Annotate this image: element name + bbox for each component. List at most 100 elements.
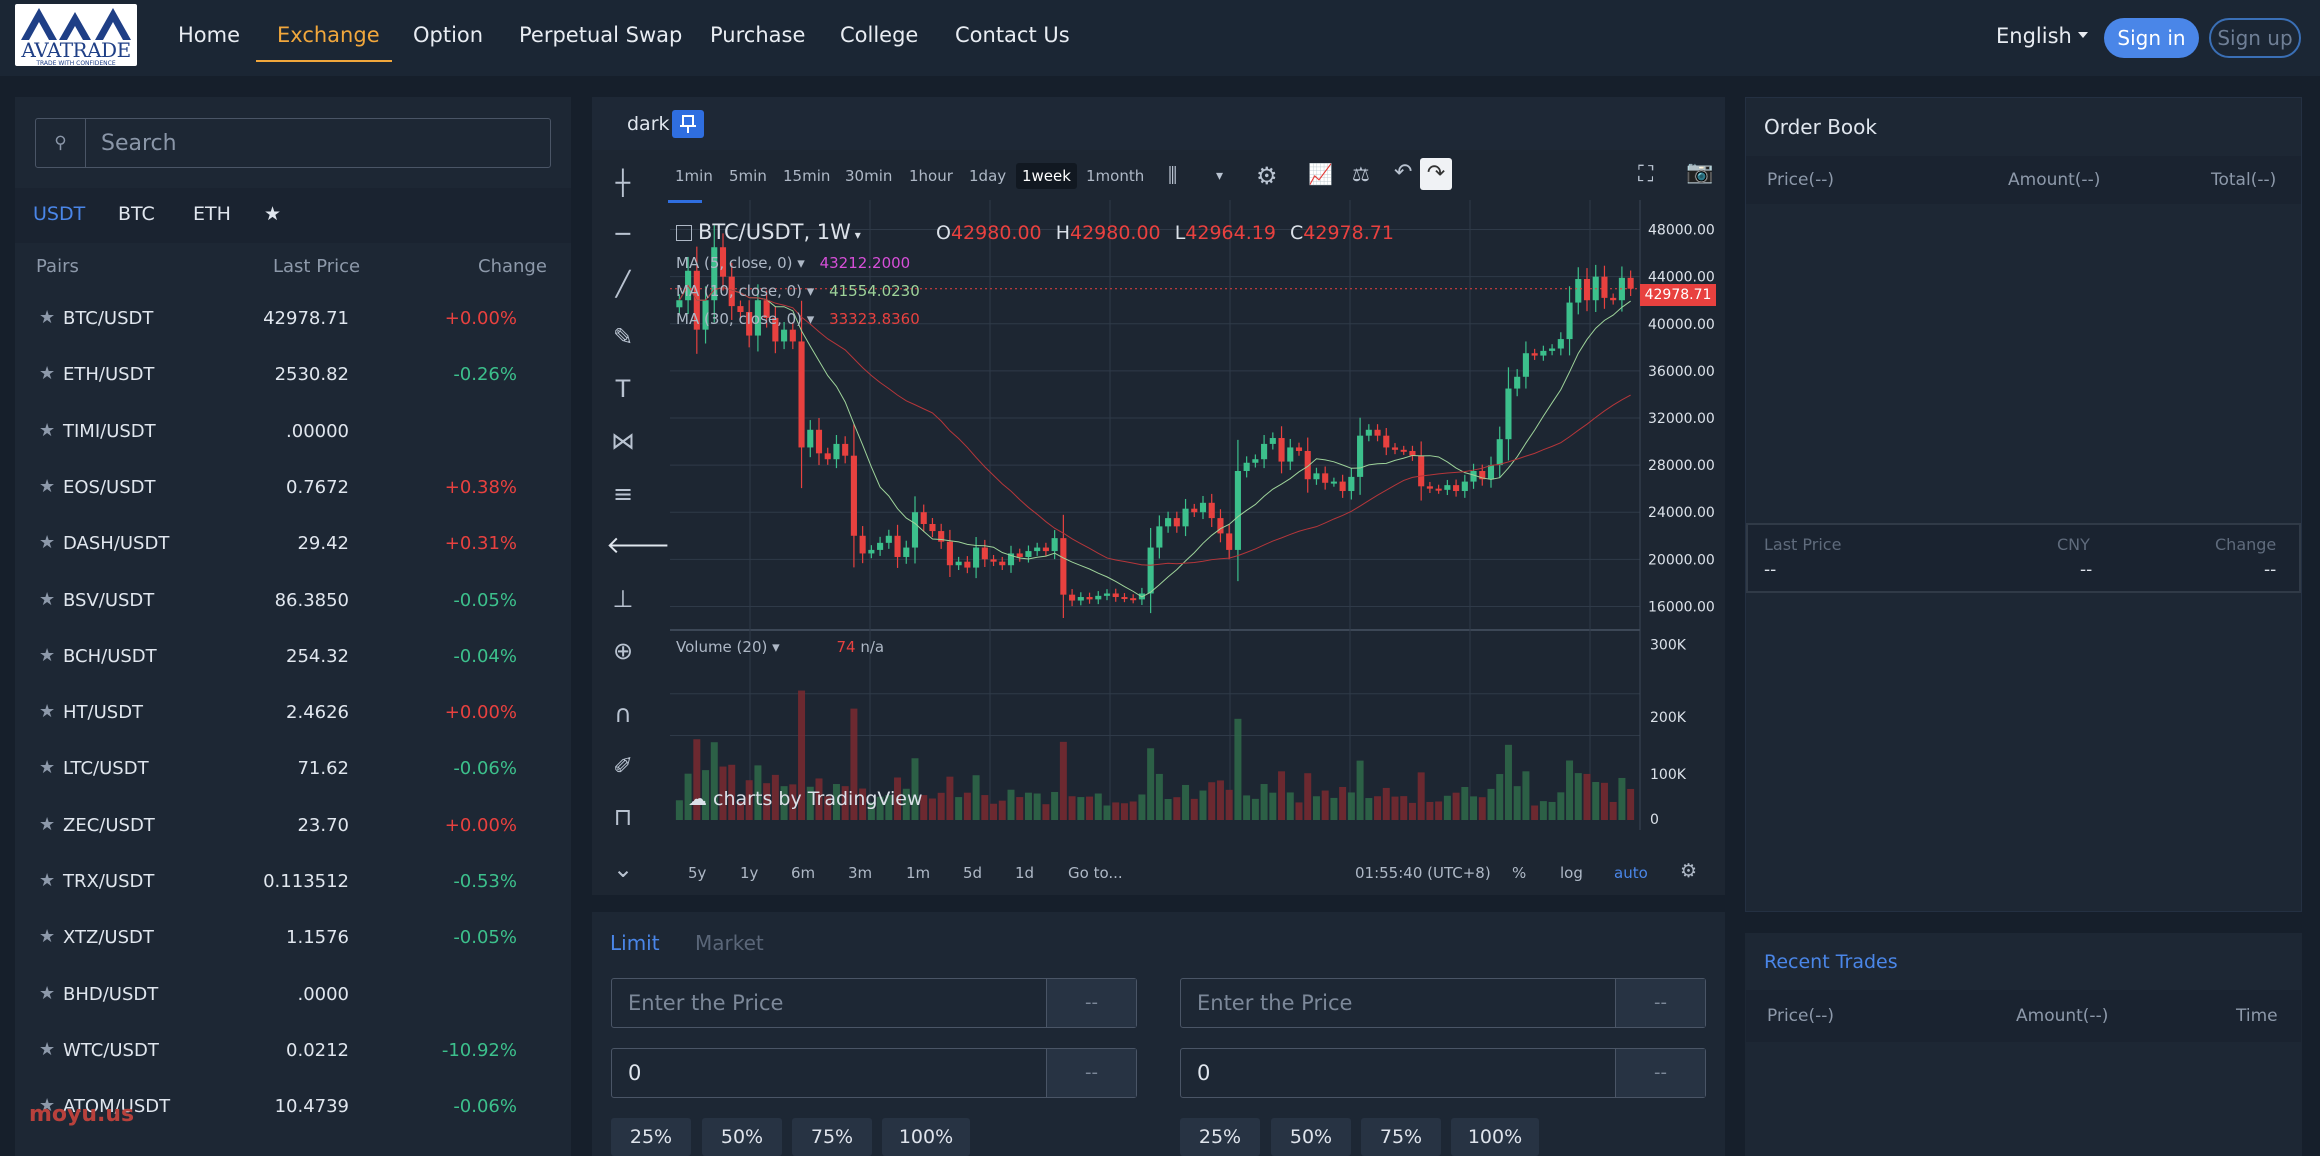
pair-row[interactable]: ★ BTC/USDT 42978.71 +0.00% — [15, 294, 555, 350]
sell-price-field[interactable]: Enter the Price -- — [1180, 978, 1706, 1028]
tf-1min[interactable]: 1min — [675, 167, 713, 185]
sell-pct-50[interactable]: 50% — [1271, 1118, 1351, 1156]
search-input[interactable] — [87, 119, 547, 167]
pair-row[interactable]: ★ BSV/USDT 86.3850 -0.05% — [15, 576, 555, 632]
star-icon[interactable]: ★ — [39, 588, 56, 610]
fullscreen-icon[interactable]: ⛶ — [1638, 162, 1654, 187]
buy-pct-25[interactable]: 25% — [611, 1118, 691, 1156]
tradingview-watermark[interactable]: ☁ charts by TradingView — [688, 788, 923, 810]
tf-30min[interactable]: 30min — [845, 167, 893, 185]
star-icon[interactable]: ★ — [39, 419, 56, 441]
star-icon[interactable]: ★ — [39, 926, 56, 948]
buy-pct-50[interactable]: 50% — [702, 1118, 782, 1156]
candle-type-icon[interactable]: ⫼ — [1168, 163, 1178, 187]
brush-icon[interactable]: ✎ — [612, 323, 634, 351]
range-5y[interactable]: 5y — [688, 864, 707, 882]
unlock-icon[interactable]: ⊓ — [613, 803, 633, 831]
price-chart[interactable]: 48000.00 44000.00 40000.00 36000.00 32000.00… — [660, 200, 1720, 840]
auto-scale-toggle[interactable]: auto — [1614, 864, 1648, 882]
pair-row[interactable]: ★ BCH/USDT 254.32 -0.04% — [15, 632, 555, 688]
buy-pct-75[interactable]: 75% — [792, 1118, 872, 1156]
log-scale-toggle[interactable]: log — [1560, 864, 1583, 882]
nav-college[interactable]: College — [840, 23, 919, 47]
range-3m[interactable]: 3m — [848, 864, 873, 882]
star-icon[interactable]: ★ — [39, 363, 56, 385]
ma30-legend[interactable]: MA (30, close, 0) ▾ 33323.8360 — [676, 310, 920, 328]
pair-row[interactable]: ★ LTC/USDT 71.62 -0.06% — [15, 744, 555, 800]
compare-icon[interactable]: ⚖ — [1352, 162, 1370, 186]
theme-toggle-button[interactable] — [672, 110, 704, 138]
crosshair-icon[interactable]: ┼ — [615, 169, 631, 197]
measure-icon[interactable]: ⊥ — [612, 585, 634, 613]
sign-up-button[interactable]: Sign up — [2209, 18, 2301, 58]
undo-icon[interactable]: ↶ — [1394, 160, 1413, 185]
nav-home[interactable]: Home — [178, 23, 241, 47]
range-1y[interactable]: 1y — [740, 864, 759, 882]
pair-row[interactable]: ★ HT/USDT 2.4626 +0.00% — [15, 688, 555, 744]
range-1m[interactable]: 1m — [906, 864, 931, 882]
sell-pct-75[interactable]: 75% — [1361, 1118, 1441, 1156]
pair-row[interactable]: ★ DASH/USDT 29.42 +0.31% — [15, 519, 555, 575]
buy-price-field[interactable]: Enter the Price -- — [611, 978, 1137, 1028]
star-icon[interactable]: ★ — [39, 701, 56, 723]
collapse-icon[interactable] — [676, 225, 692, 241]
text-tool-icon[interactable]: T — [615, 375, 631, 403]
pair-row[interactable]: ★ WTC/USDT 0.0212 -10.92% — [15, 1026, 555, 1082]
tf-15min[interactable]: 15min — [783, 167, 831, 185]
buy-amount-field[interactable]: 0 -- — [611, 1048, 1137, 1098]
indicators-icon[interactable]: 📈 — [1308, 162, 1333, 186]
pair-row[interactable]: ★ ATOM/USDT 10.4739 -0.06% — [15, 1082, 555, 1138]
back-arrow-icon[interactable]: 🡐 — [606, 531, 671, 559]
tf-1week[interactable]: 1week — [1016, 163, 1077, 189]
tab-btc[interactable]: BTC — [118, 203, 155, 225]
star-icon[interactable]: ★ — [39, 644, 56, 666]
star-icon[interactable]: ★ — [39, 307, 56, 328]
ma5-legend[interactable]: MA (5, close, 0) ▾ 43212.2000 — [676, 254, 911, 272]
pair-row[interactable]: ★ ZEC/USDT 23.70 +0.00% — [15, 801, 555, 857]
pair-row[interactable]: ★ BHD/USDT .0000 — [15, 970, 555, 1026]
chevron-down-icon[interactable]: ▾ — [1216, 168, 1224, 184]
pair-row[interactable]: ★ TIMI/USDT .00000 — [15, 407, 555, 463]
brand-logo[interactable]: AVATRADE TRADE WITH CONFIDENCE — [15, 4, 137, 67]
pattern-icon[interactable]: ⋈ — [611, 427, 635, 455]
camera-icon[interactable]: 📷 — [1686, 160, 1714, 185]
horizontal-line-icon[interactable]: ─ — [615, 220, 631, 248]
gear-icon[interactable]: ⚙ — [1256, 162, 1278, 190]
sell-pct-25[interactable]: 25% — [1180, 1118, 1260, 1156]
tab-limit[interactable]: Limit — [610, 931, 660, 955]
tf-1day[interactable]: 1day — [969, 167, 1007, 185]
nav-purchase[interactable]: Purchase — [710, 23, 806, 47]
range-5d[interactable]: 5d — [963, 864, 983, 882]
nav-exchange[interactable]: Exchange — [277, 23, 380, 47]
chart-symbol[interactable]: BTC/USDT, 1W ▾ — [676, 220, 861, 244]
tab-eth[interactable]: ETH — [193, 203, 231, 225]
sell-amount-field[interactable]: 0 -- — [1180, 1048, 1706, 1098]
tab-usdt[interactable]: USDT — [33, 203, 86, 225]
star-icon[interactable]: ★ — [39, 982, 56, 1004]
tab-market[interactable]: Market — [695, 931, 764, 955]
star-icon[interactable]: ★ — [39, 870, 56, 891]
tab-favorites[interactable]: ★ — [264, 203, 282, 225]
range-6m[interactable]: 6m — [791, 864, 816, 882]
magnet-icon[interactable]: ∩ — [614, 700, 632, 728]
percent-scale-toggle[interactable]: % — [1512, 864, 1527, 882]
lock-drawing-icon[interactable]: ✐ — [612, 752, 634, 780]
nav-contact-us[interactable]: Contact Us — [955, 23, 1070, 47]
ma10-legend[interactable]: MA (10, close, 0) ▾ 41554.0230 — [676, 282, 920, 300]
gear-icon[interactable]: ⚙ — [1680, 860, 1698, 882]
zoom-in-icon[interactable]: ⊕ — [612, 637, 634, 665]
tf-1month[interactable]: 1month — [1086, 167, 1145, 185]
pair-row[interactable]: ★ XTZ/USDT 1.1576 -0.05% — [15, 913, 555, 969]
sign-in-button[interactable]: Sign in — [2104, 18, 2199, 58]
pair-row[interactable]: ★ ETH/USDT 2530.82 -0.26% — [15, 350, 555, 406]
pair-row[interactable]: ★ TRX/USDT 0.113512 -0.53% — [15, 857, 555, 913]
star-icon[interactable]: ★ — [39, 757, 56, 779]
star-icon[interactable]: ★ — [39, 813, 56, 835]
star-icon[interactable]: ★ — [39, 1095, 56, 1117]
search-icon[interactable]: ⚲ — [36, 119, 86, 167]
star-icon[interactable]: ★ — [39, 532, 56, 554]
nav-perpetual-swap[interactable]: Perpetual Swap — [519, 23, 683, 47]
volume-legend[interactable]: Volume (20) ▾ 74 n/a — [676, 638, 885, 656]
chevron-down-icon[interactable]: ⌄ — [612, 855, 634, 883]
range-1d[interactable]: 1d — [1015, 864, 1035, 882]
